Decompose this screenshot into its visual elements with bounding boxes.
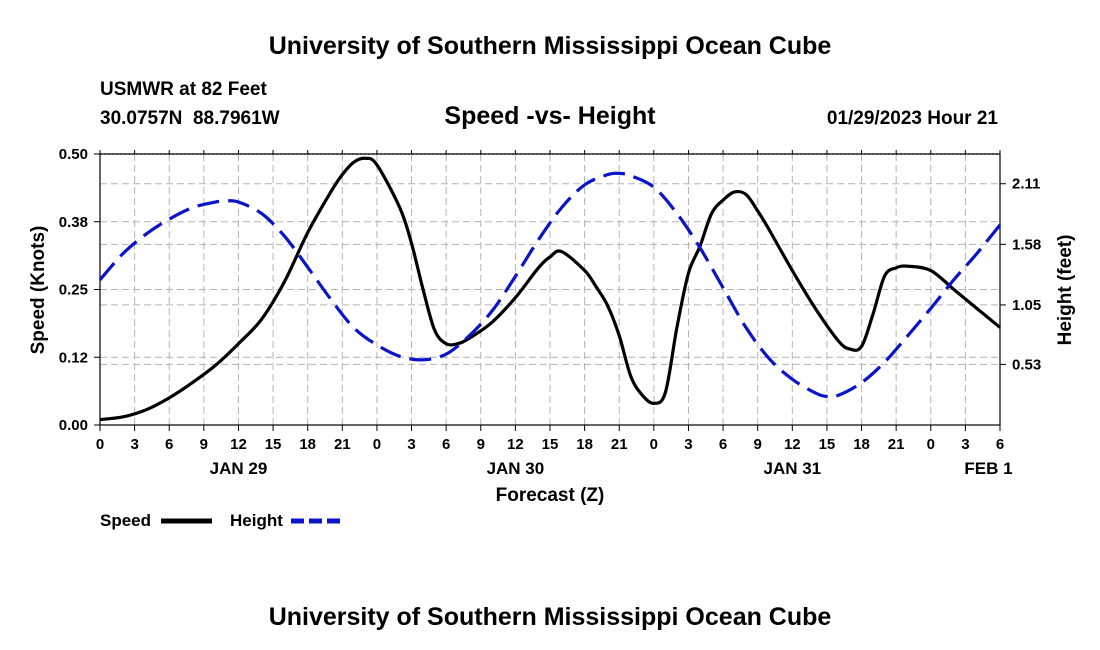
y2-tick-label: 0.53	[1012, 356, 1041, 373]
y2-axis-label: Height (feet)	[1055, 235, 1076, 346]
grid	[100, 154, 1000, 425]
x-tick-label: 6	[165, 436, 173, 453]
axes: 0 3 6 9 12 15 18 21 0 3 6 9 12 15 18 21 0 3 6 9 12 15 18 21 0 3 6 J…	[59, 146, 1041, 478]
x-tick-label: 12	[784, 436, 801, 453]
date-label: JAN 31	[763, 459, 821, 478]
x-tick-label: 15	[819, 436, 836, 453]
x-tick-label: 6	[996, 436, 1004, 453]
x-tick-label: 18	[299, 436, 316, 453]
x-tick-label: 0	[96, 436, 104, 453]
x-axis-label: Forecast (Z)	[496, 485, 605, 506]
forecast-timestamp: 01/29/2023 Hour 21	[827, 108, 999, 129]
series-line-height	[98, 171, 1002, 399]
x-tick-label: 6	[719, 436, 727, 453]
chart-title: Speed -vs- Height	[444, 102, 656, 130]
x-tick-label: 3	[130, 436, 138, 453]
x-tick-label: 15	[542, 436, 559, 453]
page-title: University of Southern Mississippi Ocean…	[269, 32, 832, 60]
date-label: FEB 1	[964, 459, 1012, 478]
y-tick-label: 0.00	[59, 417, 88, 434]
legend-speed-label: Speed	[100, 511, 151, 530]
x-tick-label: 15	[265, 436, 282, 453]
x-tick-label: 21	[334, 436, 351, 453]
x-tick-label: 9	[477, 436, 485, 453]
x-tick-label: 0	[373, 436, 381, 453]
x-tick-label: 18	[853, 436, 870, 453]
x-tick-label: 9	[200, 436, 208, 453]
footer-title: University of Southern Mississippi Ocean…	[269, 603, 832, 631]
y-tick-label: 0.38	[59, 214, 88, 231]
x-tick-label: 12	[507, 436, 524, 453]
x-tick-label: 9	[754, 436, 762, 453]
x-tick-label: 3	[407, 436, 415, 453]
y-axis-label: Speed (Knots)	[28, 226, 49, 355]
station-label: USMWR at 82 Feet	[100, 79, 267, 100]
x-tick-label: 21	[888, 436, 905, 453]
station-coords: 30.0757N 88.7961W	[100, 108, 280, 129]
x-tick-label: 6	[442, 436, 450, 453]
x-tick-label: 0	[927, 436, 935, 453]
x-tick-label: 3	[961, 436, 969, 453]
legend-height-label: Height	[230, 511, 283, 530]
x-tick-label: 0	[650, 436, 658, 453]
legend: Speed Height	[100, 511, 343, 530]
x-tick-label: 18	[576, 436, 593, 453]
x-tick-label: 12	[230, 436, 247, 453]
y-tick-label: 0.12	[59, 349, 88, 366]
series-layer	[98, 156, 1002, 422]
y2-tick-label: 1.58	[1012, 236, 1041, 253]
y2-tick-label: 2.11	[1012, 176, 1040, 193]
y-tick-label: 0.25	[59, 282, 88, 299]
date-label: JAN 29	[210, 459, 268, 478]
y2-tick-label: 1.05	[1012, 297, 1041, 314]
date-label: JAN 30	[487, 459, 545, 478]
x-tick-label: 21	[611, 436, 628, 453]
y-tick-label: 0.50	[59, 146, 88, 163]
series-line-speed	[99, 156, 1002, 422]
x-tick-label: 3	[684, 436, 692, 453]
